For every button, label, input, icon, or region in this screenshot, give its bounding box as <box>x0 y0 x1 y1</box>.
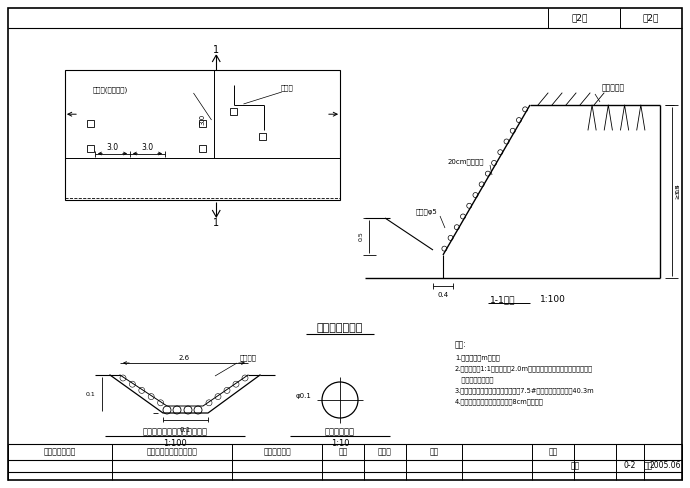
Text: 排水孔φ5: 排水孔φ5 <box>416 209 437 215</box>
Text: 3.0: 3.0 <box>199 113 206 124</box>
Text: 20cm厚浆片石: 20cm厚浆片石 <box>448 159 484 165</box>
Text: 0-2: 0-2 <box>624 462 636 470</box>
Text: 3.0: 3.0 <box>141 143 154 152</box>
Text: 共2页: 共2页 <box>643 14 659 22</box>
Text: 0.4: 0.4 <box>676 183 680 193</box>
Text: 2.边坡坡度为1:1的砼整三脚2.0m用网格式草坪平铺，下都用浆砌片石: 2.边坡坡度为1:1的砼整三脚2.0m用网格式草坪平铺，下都用浆砌片石 <box>455 366 593 372</box>
Text: 1:100: 1:100 <box>540 296 566 305</box>
Text: 0.4: 0.4 <box>437 292 448 298</box>
Text: 路基边坡防护: 路基边坡防护 <box>263 447 291 456</box>
Text: 0.1: 0.1 <box>180 427 191 433</box>
Text: φ0.1: φ0.1 <box>296 393 312 399</box>
Text: 日期: 日期 <box>643 462 653 470</box>
Text: 审核: 审核 <box>549 447 558 456</box>
Text: 伸缩缝(或沉降缝): 伸缩缝(或沉降缝) <box>92 87 128 93</box>
Text: 3.0: 3.0 <box>106 143 119 152</box>
Text: 浆砌片石: 浆砌片石 <box>240 355 257 361</box>
Text: 1: 1 <box>213 218 219 228</box>
Bar <box>199 145 206 152</box>
Text: 排水孔: 排水孔 <box>280 85 293 91</box>
Text: 1:100: 1:100 <box>163 440 187 448</box>
Text: 排水孔大样图: 排水孔大样图 <box>325 427 355 436</box>
Bar <box>65 70 340 200</box>
Text: ≥3.5: ≥3.5 <box>676 184 680 199</box>
Bar <box>87 145 94 152</box>
Text: 付建村: 付建村 <box>378 447 392 456</box>
Text: 1-1剖面: 1-1剖面 <box>490 296 515 305</box>
Text: 4.在铺草坪的地段其边坡应铺锯8cm的种植土: 4.在铺草坪的地段其边坡应铺锯8cm的种植土 <box>455 399 544 406</box>
Bar <box>259 133 266 141</box>
Text: 复核: 复核 <box>429 447 439 456</box>
Text: 图号: 图号 <box>571 462 580 470</box>
Text: 1:10: 1:10 <box>331 440 349 448</box>
Bar <box>230 108 237 115</box>
Text: 2.6: 2.6 <box>179 355 190 361</box>
Text: 1: 1 <box>213 45 219 55</box>
Text: 设计: 设计 <box>338 447 348 456</box>
Text: 0.5: 0.5 <box>359 232 364 242</box>
Text: 说明:: 说明: <box>455 341 466 349</box>
Text: 哈尔滨工业大学: 哈尔滨工业大学 <box>43 447 76 456</box>
Text: 新兴屯至李家店公路设计: 新兴屯至李家店公路设计 <box>146 447 197 456</box>
Text: 3.边沟、截水沟和排水沟加固厚均为7.5#浆砌片石，其厚度为40.3m: 3.边沟、截水沟和排水沟加固厚均为7.5#浆砌片石，其厚度为40.3m <box>455 387 595 394</box>
Text: 网格式草坪: 网格式草坪 <box>602 83 624 93</box>
Text: 浆砌片石防护图: 浆砌片石防护图 <box>317 323 363 333</box>
Text: 边沟、截水沟及排水沟加固图: 边沟、截水沟及排水沟加固图 <box>143 427 208 436</box>
Text: 1.本图全部以m为单位: 1.本图全部以m为单位 <box>455 355 500 361</box>
Bar <box>199 120 206 127</box>
Text: 防护，竖向不防护: 防护，竖向不防护 <box>455 377 493 383</box>
Text: 第2页: 第2页 <box>572 14 588 22</box>
Text: 2005.06: 2005.06 <box>649 462 681 470</box>
Text: 0.1: 0.1 <box>85 391 95 396</box>
Bar <box>87 120 94 127</box>
